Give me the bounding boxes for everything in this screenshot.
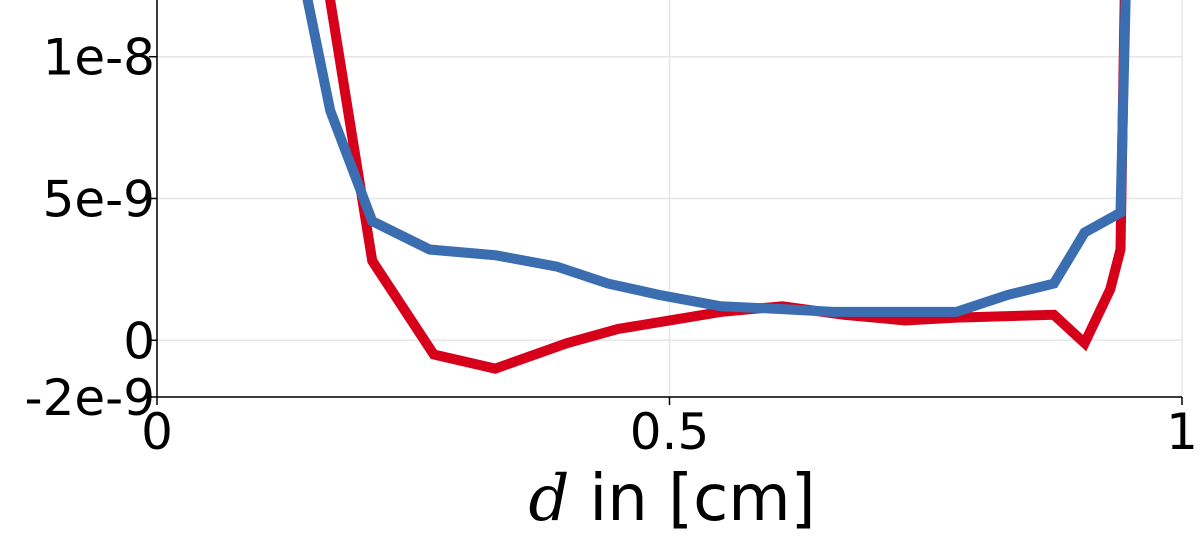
- plot-area: [302, 0, 1131, 374]
- y-tick-label: 0: [123, 312, 155, 370]
- grid: [156, 0, 1183, 398]
- x-tick-label: 0.5: [630, 403, 710, 461]
- axes: -2e-90 5e-9 1e-8 0 0.5 1: [25, 0, 1198, 461]
- y-tick-label: 1e-8: [43, 29, 155, 87]
- x-tick-label: 0: [141, 403, 173, 461]
- x-axis-symbol: d: [528, 462, 569, 536]
- x-tick-label: 1: [1166, 403, 1198, 461]
- x-axis-text: in [cm]: [589, 462, 815, 536]
- y-tick-label: 5e-9: [43, 171, 155, 229]
- x-axis-label: d in [cm]: [528, 462, 815, 536]
- series-line: [325, 0, 1130, 374]
- series-line: [302, 0, 1131, 317]
- y-tick-label: -2e-9: [25, 369, 155, 427]
